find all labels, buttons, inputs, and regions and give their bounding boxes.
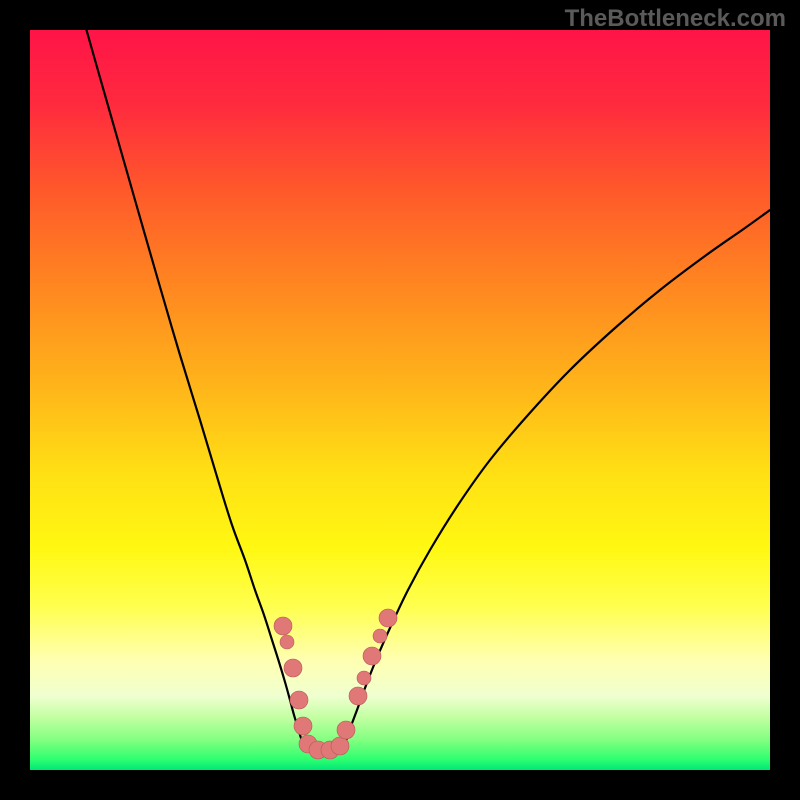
data-marker (363, 647, 381, 665)
data-marker (349, 687, 367, 705)
watermark-text: TheBottleneck.com (565, 5, 786, 33)
curve-right (344, 210, 770, 745)
data-marker (294, 717, 312, 735)
data-marker (274, 617, 292, 635)
data-marker (373, 629, 387, 643)
data-marker (337, 721, 355, 739)
data-marker (357, 671, 371, 685)
curve-left (78, 0, 304, 745)
chart-container: TheBottleneck.com (0, 0, 800, 800)
data-marker (331, 737, 349, 755)
data-marker (290, 691, 308, 709)
data-marker (284, 659, 302, 677)
curve-layer (0, 0, 800, 800)
data-marker (379, 609, 397, 627)
data-marker (280, 635, 294, 649)
